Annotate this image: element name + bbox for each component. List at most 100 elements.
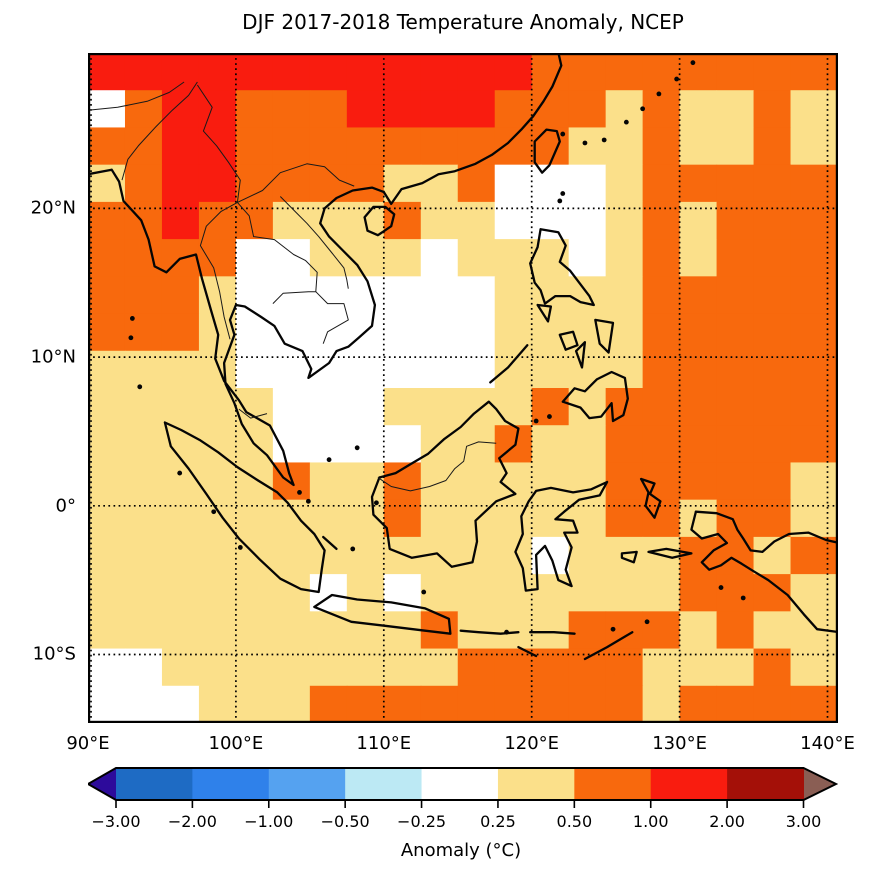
heatmap-cell [272, 648, 311, 687]
country-border [237, 202, 318, 292]
heatmap-cell [494, 239, 533, 277]
heatmap-cell [88, 536, 126, 575]
coastline [88, 53, 563, 487]
heatmap-cell [383, 685, 422, 723]
heatmap-cell [161, 611, 200, 650]
heatmap-cell [346, 648, 385, 687]
coastline [561, 370, 629, 423]
heatmap-cell [531, 611, 570, 650]
heatmap-cell [124, 239, 163, 277]
heatmap-cell [716, 499, 755, 538]
heatmap-cell [198, 648, 237, 687]
heatmap-cell [309, 53, 348, 91]
colorbar-tick-label: −3.00 [91, 812, 141, 831]
heatmap-cell [716, 90, 755, 128]
colorbar-segment [650, 768, 728, 800]
heatmap-cell [198, 536, 237, 575]
island-dot [421, 589, 427, 595]
island-dot [690, 60, 696, 66]
heatmap-cell [235, 313, 274, 352]
heatmap-cell [161, 388, 200, 426]
heatmap-cell [88, 388, 126, 426]
heatmap-cell [124, 425, 163, 463]
heatmap-cell [679, 53, 718, 91]
heatmap-cell [124, 53, 163, 91]
heatmap-cell [568, 350, 607, 389]
heatmap-cell [272, 53, 311, 91]
heatmap-cell [679, 90, 718, 128]
heatmap-cell [790, 388, 838, 426]
heatmap-cell [161, 574, 200, 612]
heatmap-cell [88, 611, 126, 650]
island-dot [557, 198, 563, 204]
heatmap-cell [235, 90, 274, 128]
heatmap-cell [124, 90, 163, 128]
heatmap-cell [161, 462, 200, 501]
heatmap-cell [124, 388, 163, 426]
heatmap-cell [124, 276, 163, 315]
heatmap-cell [272, 499, 311, 538]
heatmap-cell [235, 574, 274, 612]
island-dot [177, 470, 183, 476]
heatmap-cell [420, 685, 459, 723]
island-dots [128, 60, 746, 635]
heatmap-cell [161, 53, 200, 91]
heatmap-cell [716, 127, 755, 166]
heatmap-cell [124, 499, 163, 538]
heatmap-cell [716, 201, 755, 240]
heatmap-cell [124, 648, 163, 687]
heatmap-cell [642, 239, 681, 277]
colorbar-tick-label: −0.25 [397, 812, 447, 831]
heatmap-cell [124, 127, 163, 166]
heatmap-cell [790, 164, 838, 203]
heatmap-cell [716, 425, 755, 463]
colorbar-tick-label: −1.00 [244, 812, 294, 831]
heatmap-cell [790, 574, 838, 612]
coastline [620, 550, 638, 564]
heatmap-cell [346, 53, 385, 91]
coastline [163, 421, 326, 594]
x-tick-label: 100°E [208, 733, 264, 754]
heatmap-cell [198, 164, 237, 203]
island-dot [547, 414, 552, 419]
heatmap-cell [753, 239, 792, 277]
y-tick-label: 20°N [30, 197, 76, 219]
colorbar-right-arrow [803, 768, 836, 800]
heatmap-cell [716, 685, 755, 723]
heatmap-cell [198, 239, 237, 277]
heatmap-cell [457, 164, 496, 203]
heatmap-cell [346, 350, 385, 389]
heatmap-cell [124, 164, 163, 203]
heatmap-cell [88, 239, 126, 277]
heatmap-cell [235, 239, 274, 277]
heatmap-cell [88, 276, 126, 315]
heatmap-cell [309, 313, 348, 352]
island-dot [211, 509, 217, 515]
colorbar-left-arrow [88, 768, 116, 800]
heatmap-cell [420, 313, 459, 352]
plot-spine [88, 53, 838, 723]
country-border [377, 441, 497, 492]
heatmap-cell [235, 685, 274, 723]
heatmap-cell [88, 574, 126, 612]
heatmap-cell [272, 127, 311, 166]
country-border [121, 81, 198, 181]
heatmap-cell [679, 611, 718, 650]
heatmap-cell [346, 425, 385, 463]
heatmap-cell [642, 350, 681, 389]
coastline [363, 205, 396, 237]
colorbar-label: Anomaly (°C) [400, 840, 522, 861]
colorbar-tick-label: 0.50 [556, 812, 593, 831]
heatmap-cell [494, 53, 533, 91]
heatmap-cell [753, 276, 792, 315]
heatmap-cell [568, 685, 607, 723]
heatmap-cell [457, 313, 496, 352]
island-dot [305, 498, 311, 504]
heatmap-cell [198, 685, 237, 723]
heatmap-cell [383, 90, 422, 128]
country-border [237, 163, 355, 203]
coastline [529, 631, 576, 635]
heatmap-cell [679, 685, 718, 723]
heatmap-cell [161, 127, 200, 166]
